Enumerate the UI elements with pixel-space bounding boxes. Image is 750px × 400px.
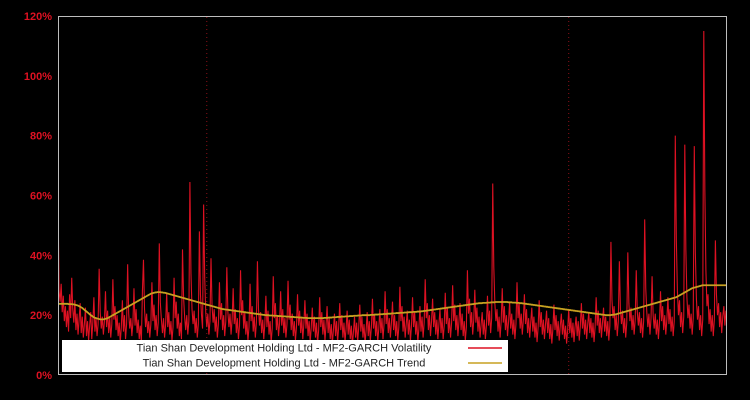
y-axis-tick-100%: 100% xyxy=(24,71,52,83)
plot-frame xyxy=(58,16,727,375)
legend-label-volatility: Tian Shan Development Holding Ltd - MF2-… xyxy=(137,343,432,355)
y-axis-tick-0%: 0% xyxy=(36,370,52,382)
chart-legend[interactable]: Tian Shan Development Holding Ltd - MF2-… xyxy=(62,340,508,372)
y-axis-tick-40%: 40% xyxy=(30,250,52,262)
legend-label-trend: Tian Shan Development Holding Ltd - MF2-… xyxy=(143,358,426,370)
y-axis-tick-80%: 80% xyxy=(30,131,52,143)
y-axis-tick-20%: 20% xyxy=(30,310,52,322)
y-axis-tick-120%: 120% xyxy=(24,11,52,23)
series-trend-line xyxy=(58,284,727,321)
y-axis-tick-60%: 60% xyxy=(30,191,52,203)
legend-background xyxy=(62,340,508,372)
y-axis-tick-labels: 0% 20% 40% 60% 80% 100% 120% xyxy=(24,11,52,382)
series-volatility-line xyxy=(58,30,727,346)
plot-area xyxy=(58,30,727,346)
